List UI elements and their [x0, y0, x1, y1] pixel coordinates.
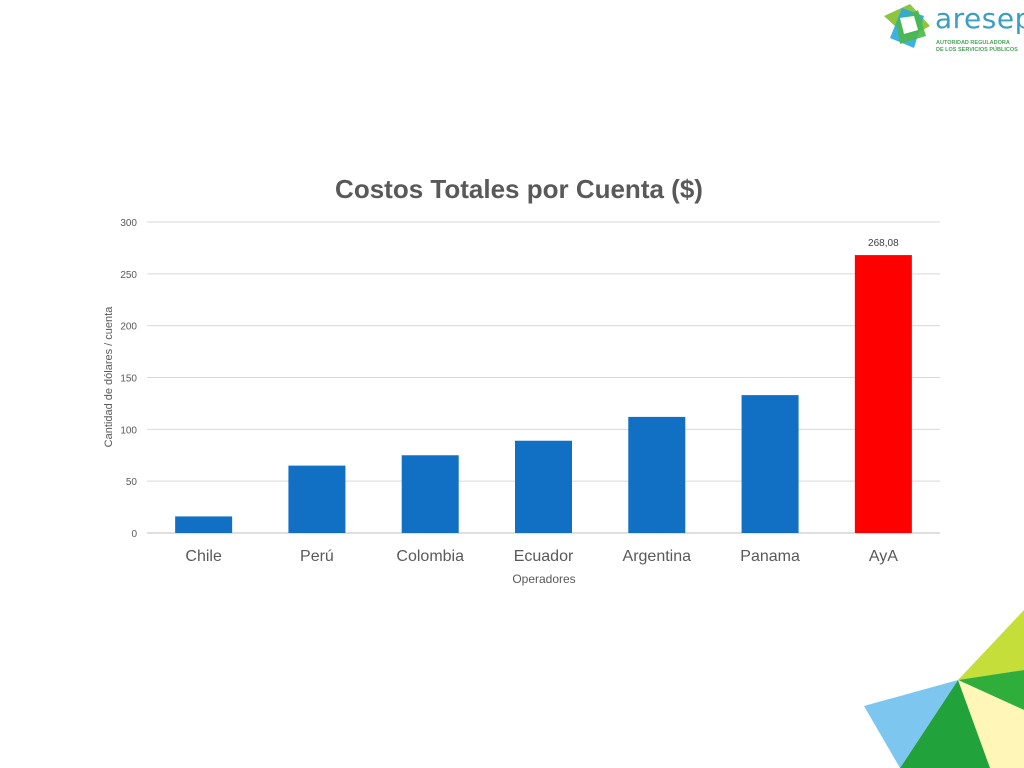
- logo-tagline: AUTORIDAD REGULADORA DE LOS SERVICIOS PÚ…: [936, 40, 1018, 53]
- y-tick-label: 250: [120, 270, 137, 281]
- x-tick-label: Chile: [185, 548, 222, 565]
- y-tick-label: 100: [120, 425, 137, 436]
- y-tick-label: 200: [120, 322, 137, 333]
- aresep-logo: aresep AUTORIDAD REGULADORA DE LOS SERVI…: [880, 2, 1024, 58]
- bar-colombia: [401, 455, 459, 533]
- x-axis-ticks: Chile Perú Colombia Ecuador Argentina Panama A…: [185, 548, 898, 565]
- bar-chart: Costos Totales por Cuenta ($) 0 50 100 150 2…: [103, 174, 940, 586]
- x-tick-label: Panama: [740, 548, 800, 565]
- bar-aya: [854, 255, 912, 533]
- bar-chile: [175, 516, 233, 533]
- bar-ecuador: [515, 440, 572, 533]
- y-axis-label: Cantidad de dólares / cuenta: [103, 306, 115, 448]
- bar-panama: [741, 395, 799, 533]
- x-axis-label: Operadores: [512, 572, 575, 586]
- y-tick-label: 300: [120, 218, 137, 229]
- y-tick-label: 50: [126, 477, 138, 488]
- x-tick-label: Ecuador: [514, 548, 574, 565]
- corner-decoration: [864, 610, 1024, 768]
- x-tick-label: Argentina: [623, 548, 692, 565]
- y-tick-label: 150: [120, 374, 137, 385]
- logo-brand-text: aresep: [935, 2, 1024, 35]
- bars: [175, 255, 912, 533]
- bar-argentina: [628, 416, 686, 533]
- x-tick-label: AyA: [869, 548, 898, 565]
- bar-perú: [288, 465, 346, 533]
- y-tick-label: 0: [131, 529, 137, 540]
- x-tick-label: Perú: [300, 548, 334, 565]
- chart-title: Costos Totales por Cuenta ($): [335, 174, 703, 204]
- y-axis-ticks: 0 50 100 150 200 250 300: [120, 218, 137, 540]
- x-tick-label: Colombia: [396, 548, 464, 565]
- data-label: 268,08: [868, 238, 899, 249]
- aresep-logo-mark-icon: [884, 4, 930, 48]
- data-labels: 268,08: [868, 238, 899, 249]
